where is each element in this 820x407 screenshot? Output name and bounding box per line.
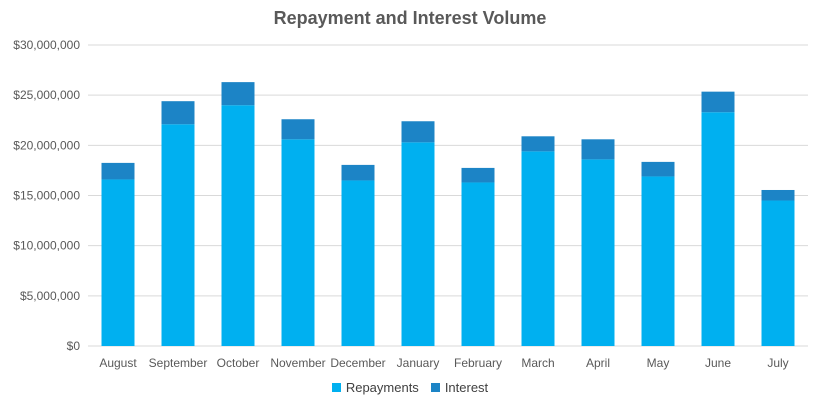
- bar-interest-december: [341, 164, 375, 181]
- x-tick-label: October: [217, 356, 260, 370]
- bar-interest-october: [221, 82, 255, 106]
- y-tick-label: $25,000,000: [13, 88, 80, 102]
- grid-layer: [88, 44, 808, 347]
- bar-repayments-december: [341, 180, 375, 346]
- legend-label: Interest: [444, 380, 489, 395]
- x-tick-label: December: [330, 356, 385, 370]
- y-tick-label: $15,000,000: [13, 189, 80, 203]
- legend-swatch: [331, 383, 341, 392]
- x-tick-label: August: [99, 356, 137, 370]
- x-tick-label: March: [521, 356, 554, 370]
- bar-interest-may: [641, 161, 675, 177]
- chart-title: Repayment and Interest Volume: [273, 8, 547, 28]
- legend-item-interest: Interest: [430, 380, 489, 395]
- bars-layer: [101, 82, 795, 347]
- x-tick-label: November: [270, 356, 325, 370]
- bar-repayments-april: [581, 159, 615, 346]
- bar-interest-june: [701, 91, 735, 113]
- bar-interest-september: [161, 101, 195, 125]
- y-tick-label: $10,000,000: [13, 239, 80, 253]
- bar-interest-july: [761, 189, 795, 201]
- bar-repayments-november: [281, 139, 315, 346]
- bar-repayments-september: [161, 124, 195, 346]
- bar-interest-january: [401, 121, 435, 143]
- bar-interest-march: [521, 136, 555, 152]
- chart-legend: Repayments Interest: [0, 380, 820, 395]
- bar-repayments-june: [701, 112, 735, 347]
- y-tick-label: $20,000,000: [13, 138, 80, 152]
- y-tick-label: $5,000,000: [20, 289, 80, 303]
- bar-interest-august: [101, 162, 135, 180]
- bar-repayments-february: [461, 182, 495, 346]
- x-tick-label: May: [647, 356, 670, 370]
- y-tick-label: $30,000,000: [13, 38, 80, 52]
- x-tick-label: February: [454, 356, 502, 370]
- bar-repayments-july: [761, 200, 795, 346]
- bar-interest-february: [461, 167, 495, 183]
- legend-swatch: [430, 383, 440, 392]
- legend-label: Repayments: [345, 380, 419, 395]
- y-tick-label: $0: [67, 339, 81, 353]
- x-tick-label: April: [586, 356, 610, 370]
- bar-interest-november: [281, 119, 315, 140]
- x-tick-label: January: [397, 356, 440, 370]
- bar-interest-april: [581, 139, 615, 160]
- bar-repayments-august: [101, 179, 135, 346]
- x-tick-label: September: [149, 356, 208, 370]
- bar-repayments-october: [221, 105, 255, 346]
- bar-repayments-may: [641, 176, 675, 346]
- x-tick-label: June: [705, 356, 731, 370]
- x-tick-label: July: [767, 356, 788, 370]
- bar-repayments-march: [521, 151, 555, 346]
- legend-item-repayments: Repayments: [331, 380, 419, 395]
- bar-repayments-january: [401, 142, 435, 346]
- ticks-layer: $0 $5,000,000 $10,000,000 $15,000,000 $20,00…: [13, 38, 788, 370]
